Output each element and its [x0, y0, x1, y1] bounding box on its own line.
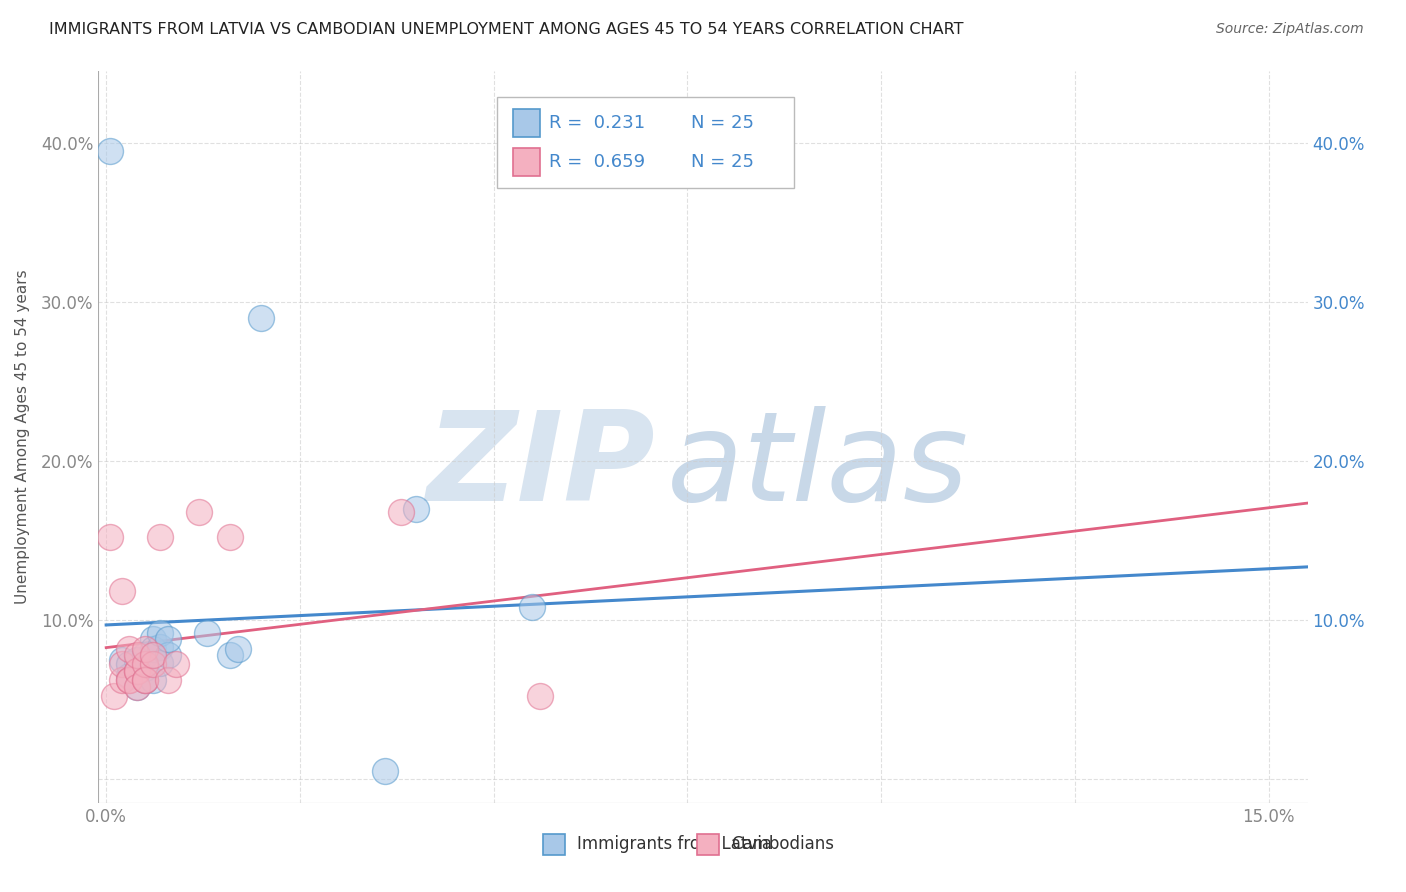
Point: [127, 664, 149, 678]
Point: [134, 657, 156, 672]
Point: [127, 664, 149, 678]
FancyBboxPatch shape: [498, 97, 793, 188]
Bar: [513, 148, 540, 176]
Text: atlas: atlas: [666, 406, 969, 527]
Point: [226, 641, 249, 656]
Point: [165, 657, 187, 672]
Point: [127, 664, 149, 678]
Point: [98, 530, 121, 544]
Text: N = 25: N = 25: [690, 153, 754, 171]
Point: [142, 632, 165, 646]
Point: [98, 144, 121, 158]
Bar: [697, 833, 718, 855]
Point: [149, 656, 172, 670]
Bar: [513, 110, 540, 137]
Point: [118, 668, 141, 682]
Text: IMMIGRANTS FROM LATVIA VS CAMBODIAN UNEMPLOYMENT AMONG AGES 45 TO 54 YEARS CORRE: IMMIGRANTS FROM LATVIA VS CAMBODIAN UNEM…: [49, 22, 963, 37]
Point: [111, 653, 134, 667]
Point: [134, 641, 156, 656]
Point: [118, 641, 141, 656]
Point: [118, 657, 141, 672]
Point: [157, 673, 180, 688]
Point: [134, 673, 156, 688]
Point: [219, 530, 242, 544]
Point: [250, 310, 273, 325]
Point: [405, 501, 427, 516]
Point: [142, 648, 165, 662]
Text: ZIP: ZIP: [426, 406, 655, 527]
Point: [134, 648, 156, 662]
Point: [195, 625, 218, 640]
Bar: [543, 833, 565, 855]
Text: Source: ZipAtlas.com: Source: ZipAtlas.com: [1216, 22, 1364, 37]
Point: [157, 632, 180, 646]
Point: [127, 680, 149, 694]
Point: [188, 505, 211, 519]
Point: [118, 673, 141, 688]
Point: [142, 641, 165, 656]
Point: [149, 625, 172, 640]
Point: [149, 530, 172, 544]
Point: [142, 657, 165, 672]
Point: [134, 673, 156, 688]
Point: [111, 584, 134, 599]
Point: [134, 660, 156, 674]
Y-axis label: Unemployment Among Ages 45 to 54 years: Unemployment Among Ages 45 to 54 years: [15, 269, 30, 605]
Point: [389, 505, 412, 519]
Point: [118, 673, 141, 688]
Point: [111, 657, 134, 672]
Point: [157, 648, 180, 662]
Text: Cambodians: Cambodians: [731, 836, 834, 854]
Point: [103, 690, 125, 704]
Text: R =  0.659: R = 0.659: [550, 153, 645, 171]
Point: [219, 648, 242, 662]
Point: [127, 680, 149, 694]
Point: [149, 640, 172, 654]
Point: [134, 673, 156, 688]
Point: [374, 764, 396, 778]
Point: [111, 673, 134, 688]
Text: N = 25: N = 25: [690, 114, 754, 132]
Point: [127, 648, 149, 662]
Point: [529, 690, 551, 704]
Point: [142, 673, 165, 688]
Point: [127, 653, 149, 667]
Text: R =  0.231: R = 0.231: [550, 114, 645, 132]
Text: Immigrants from Latvia: Immigrants from Latvia: [578, 836, 772, 854]
Point: [522, 600, 544, 615]
